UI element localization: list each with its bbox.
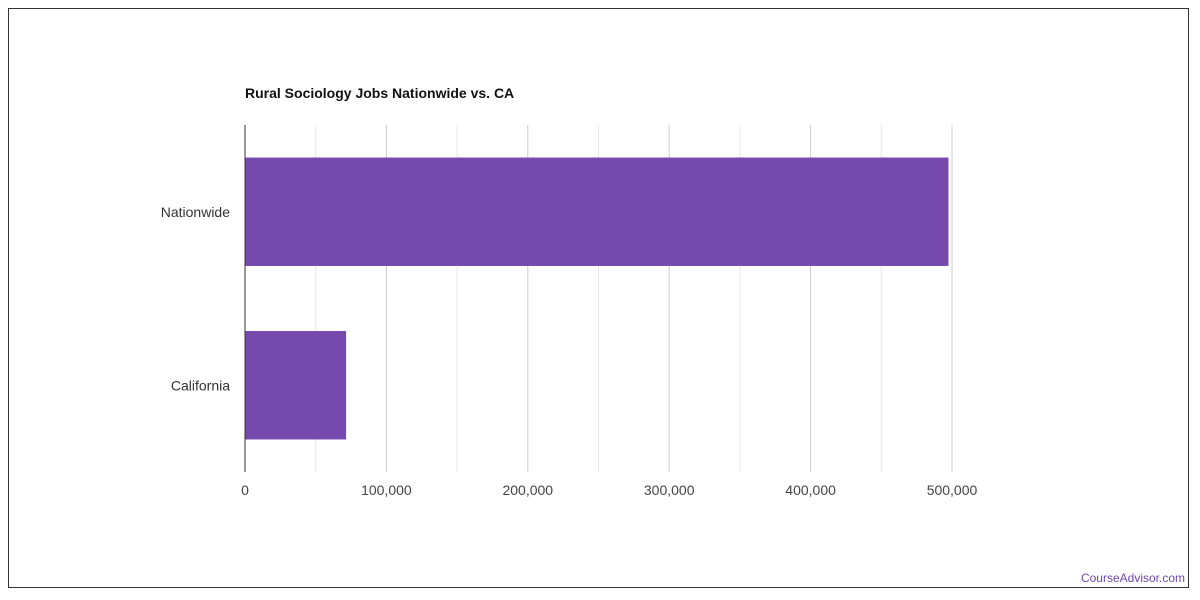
bar-nationwide (245, 157, 949, 266)
x-tick-label: 300,000 (644, 482, 695, 498)
category-label: California (171, 377, 230, 393)
x-tick-label: 100,000 (361, 482, 412, 498)
x-tick-label: 0 (241, 482, 249, 498)
x-tick-label: 400,000 (785, 482, 836, 498)
chart-title: Rural Sociology Jobs Nationwide vs. CA (245, 85, 515, 101)
x-tick-label: 500,000 (927, 482, 978, 498)
category-label: Nationwide (161, 204, 230, 220)
x-tick-label: 200,000 (502, 482, 553, 498)
attribution-link[interactable]: CourseAdvisor.com (1080, 571, 1185, 585)
bar-california (245, 331, 347, 440)
